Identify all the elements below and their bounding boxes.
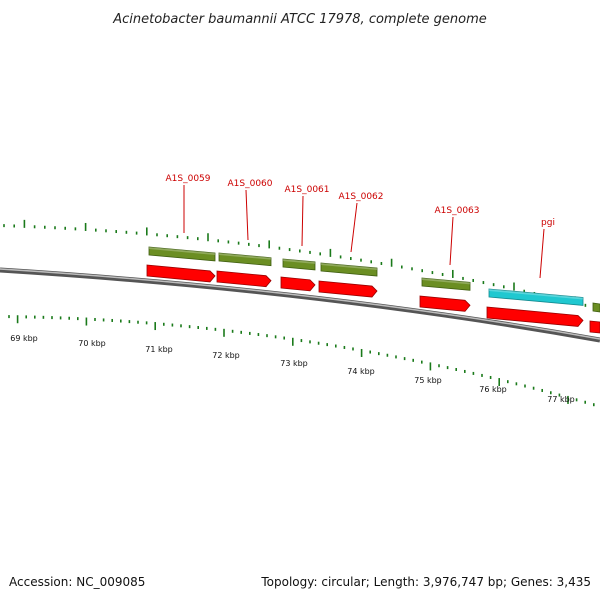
gene-feature: A1S_0060 [216, 179, 273, 288]
genome-backbone-highlight [0, 268, 600, 340]
feature-bar-shine [321, 263, 377, 271]
gene-feature: pgi [486, 218, 584, 327]
gene-arrow [419, 295, 471, 312]
scale-label: 75 kbp [414, 376, 442, 385]
gene-arrow [280, 276, 316, 292]
label-pointer [301, 195, 304, 247]
topology-text: Topology: circular; Length: 3,976,747 bp… [261, 575, 591, 589]
gene-label: A1S_0062 [339, 192, 384, 202]
gene-label: A1S_0063 [435, 206, 480, 216]
inner-tick-ring [8, 315, 595, 407]
genome-backbone [0, 267, 600, 343]
feature-bar-shine [219, 253, 271, 260]
gene-feature: A1S_0059 [146, 174, 216, 283]
feature-bar-partial [592, 302, 600, 313]
scale-label: 77 kbp [547, 395, 575, 404]
feature-bar-shine [149, 247, 215, 255]
gene-label: A1S_0061 [285, 185, 330, 195]
feature-bar-shine [422, 278, 470, 285]
feature-bar [488, 288, 584, 306]
feature-bar-shine [489, 289, 583, 300]
scale-label: 73 kbp [280, 359, 308, 368]
feature-bar [282, 258, 316, 271]
gene-arrow [146, 264, 216, 283]
feature-bar-shine [283, 259, 315, 264]
gene-label: A1S_0060 [228, 179, 273, 189]
scale-label: 72 kbp [212, 351, 240, 360]
gene-feature: A1S_0061 [280, 185, 330, 292]
label-pointer [350, 202, 358, 253]
gene-feature: A1S_0062 [318, 192, 384, 298]
gene-label: pgi [541, 218, 555, 228]
feature-bar [320, 262, 378, 277]
gene-arrow-partial [589, 320, 600, 334]
scale-labels: 69 kbp 70 kbp 71 kbp 72 kbp 73 kbp 74 kbp 75 k… [10, 334, 575, 404]
gene-arrow [318, 280, 378, 298]
label-pointer [539, 228, 545, 279]
gene-feature: A1S_0063 [419, 206, 480, 312]
scale-label: 76 kbp [479, 385, 507, 394]
map-title: Acinetobacter baumannii ATCC 17978, comp… [112, 12, 487, 27]
gene-label: A1S_0059 [166, 174, 211, 184]
accession-text: Accession: NC_009085 [9, 575, 146, 589]
scale-label: 69 kbp [10, 334, 38, 343]
feature-bar [421, 277, 471, 291]
scale-label: 71 kbp [145, 345, 173, 354]
scale-label: 70 kbp [78, 339, 106, 348]
gene-features: A1S_0059 A1S_0060 A1S_0061 A1S_0062 A1S_0063… [146, 174, 600, 334]
label-pointer [449, 216, 454, 266]
gene-arrow [486, 306, 584, 327]
gene-arrow [216, 270, 272, 288]
label-pointer [245, 189, 249, 241]
feature-bar [218, 252, 272, 267]
outer-tick-ring [3, 219, 597, 310]
scale-label: 74 kbp [347, 367, 375, 376]
feature-bar [148, 246, 216, 262]
